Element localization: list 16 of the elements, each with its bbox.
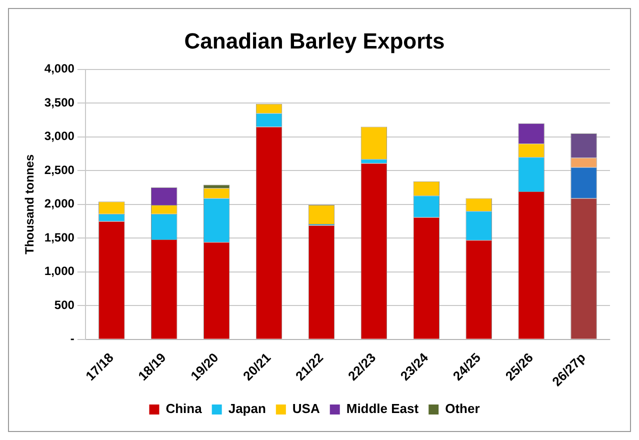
- legend-label: USA: [292, 401, 320, 416]
- legend-label: Japan: [228, 401, 266, 416]
- y-tick-label: 3,500: [44, 95, 75, 110]
- y-axis-title: Thousand tonnes: [22, 154, 37, 254]
- y-tick-label: 1,000: [44, 264, 75, 278]
- y-tick-label: 2,500: [44, 162, 75, 177]
- y-tick-label: 500: [54, 298, 75, 312]
- y-tick-label: -: [70, 332, 74, 346]
- y-tick-label: 2,000: [44, 196, 75, 211]
- legend-label: China: [166, 401, 203, 416]
- chart-title: Canadian Barley Exports: [184, 28, 445, 54]
- legend-label: Other: [445, 401, 480, 416]
- y-tick-label: 1,500: [44, 230, 75, 244]
- y-tick-label: 4,000: [44, 62, 75, 76]
- legend-label: Middle East: [346, 401, 420, 416]
- y-tick-label: 3,000: [44, 129, 75, 144]
